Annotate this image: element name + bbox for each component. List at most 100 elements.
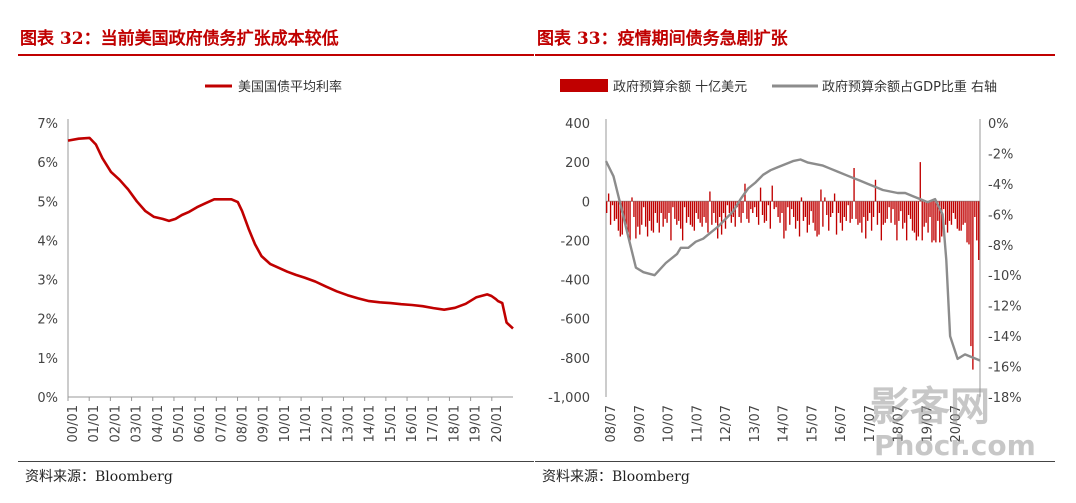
right-bar xyxy=(835,201,838,235)
right-bar xyxy=(666,201,668,223)
right-bar xyxy=(680,201,682,229)
right-bar xyxy=(637,201,639,227)
left-y-tick-label: 6% xyxy=(37,156,58,171)
right-bar xyxy=(660,201,662,213)
right-left-y-tick-label: 200 xyxy=(565,156,590,171)
right-x-tick-label: 12/07 xyxy=(719,405,734,442)
right-bar xyxy=(935,201,937,243)
right-bar xyxy=(861,201,863,233)
right-bar xyxy=(876,201,879,225)
right-bar xyxy=(911,201,914,231)
right-x-tick-label: 08/07 xyxy=(604,405,619,442)
right-bar xyxy=(925,201,927,223)
left-source-note: 资料来源：Bloomberg xyxy=(25,469,173,485)
right-bar xyxy=(919,162,921,202)
right-legend-bar-label: 政府预算余额 十亿美元 xyxy=(613,79,747,95)
right-bar xyxy=(662,201,664,227)
left-x-tick-label: 12/01 xyxy=(320,405,335,442)
right-bar xyxy=(748,201,750,223)
right-bar xyxy=(974,201,976,217)
right-bar xyxy=(759,187,762,202)
right-bar xyxy=(670,201,672,241)
right-bar xyxy=(847,201,849,206)
right-bar xyxy=(783,201,785,239)
right-bar xyxy=(793,201,795,217)
right-right-y-tick-label: -14% xyxy=(988,330,1022,345)
right-bar xyxy=(606,201,608,213)
right-legend-bar-swatch xyxy=(560,79,608,92)
right-bar xyxy=(683,201,686,208)
right-bar xyxy=(952,201,955,213)
right-bar xyxy=(728,201,731,213)
right-bar xyxy=(824,197,826,202)
right-bottom-rule xyxy=(535,461,1055,462)
right-bar xyxy=(771,185,773,202)
right-bar xyxy=(664,201,666,219)
right-x-tick-label: 19/07 xyxy=(920,405,935,442)
right-legend-line-label: 政府预算余额占GDP比重 右轴 xyxy=(822,79,997,95)
right-bar xyxy=(806,201,808,233)
right-bar xyxy=(687,201,690,217)
left-y-tick-label: 1% xyxy=(37,352,58,367)
right-bar xyxy=(931,201,933,243)
right-x-tick-label: 18/07 xyxy=(892,405,907,442)
right-right-y-tick-label: -16% xyxy=(988,361,1022,376)
right-bar xyxy=(863,201,865,217)
right-right-y-tick-label: -2% xyxy=(988,147,1013,162)
left-x-tick-label: 08/01 xyxy=(236,405,251,442)
right-bar xyxy=(859,201,861,223)
right-bar xyxy=(777,201,779,217)
right-bar xyxy=(672,201,674,208)
right-bar xyxy=(948,201,951,221)
right-bar xyxy=(635,201,637,239)
right-bar xyxy=(976,201,978,241)
right-bar xyxy=(907,201,910,215)
left-x-tick-label: 09/01 xyxy=(257,405,272,442)
right-right-y-tick-label: 0% xyxy=(988,117,1009,132)
right-bar xyxy=(765,201,768,221)
right-bar xyxy=(757,201,760,225)
left-bottom-rule xyxy=(18,461,534,462)
left-x-tick-label: 03/01 xyxy=(130,405,145,442)
right-right-y-tick-label: -4% xyxy=(988,178,1013,193)
left-panel-title: 图表 32：当前美国政府债务扩张成本较低 xyxy=(20,29,339,49)
left-legend-label: 美国国债平均利率 xyxy=(238,79,342,95)
right-bar xyxy=(841,201,844,231)
right-x-tick-label: 13/07 xyxy=(748,405,763,442)
right-bar xyxy=(740,201,742,223)
right-bar xyxy=(905,201,908,241)
right-bar xyxy=(713,201,715,213)
right-bar xyxy=(828,201,830,231)
right-bar xyxy=(767,201,770,206)
right-bar xyxy=(800,197,803,202)
right-panel-title: 图表 33：疫情期间债务急剧扩张 xyxy=(537,29,788,49)
right-bar xyxy=(625,201,627,225)
left-x-tick-label: 19/01 xyxy=(469,405,484,442)
right-right-y-tick-label: -10% xyxy=(988,269,1022,284)
right-bar xyxy=(761,201,764,215)
right-right-y-tick-label: -12% xyxy=(988,300,1022,315)
right-bar xyxy=(870,201,873,231)
right-bar xyxy=(839,201,842,223)
right-bar xyxy=(820,189,822,202)
right-bar xyxy=(654,201,657,213)
right-bar xyxy=(853,168,855,202)
right-bar xyxy=(888,201,890,208)
right-bar xyxy=(818,201,820,235)
right-bar xyxy=(681,201,684,241)
right-bar xyxy=(902,201,904,229)
right-bar xyxy=(775,201,777,208)
right-bar xyxy=(867,201,869,221)
right-bar xyxy=(964,201,966,223)
right-bar xyxy=(619,201,621,237)
right-bar xyxy=(958,201,960,231)
right-left-y-tick-label: -600 xyxy=(560,313,590,328)
right-bar xyxy=(872,201,875,217)
right-bar xyxy=(874,179,877,202)
right-bar xyxy=(773,201,775,210)
right-bar xyxy=(878,201,881,213)
left-x-tick-label: 05/01 xyxy=(172,405,187,442)
right-left-y-tick-label: -1,000 xyxy=(548,391,590,406)
left-x-tick-label: 13/01 xyxy=(341,405,356,442)
